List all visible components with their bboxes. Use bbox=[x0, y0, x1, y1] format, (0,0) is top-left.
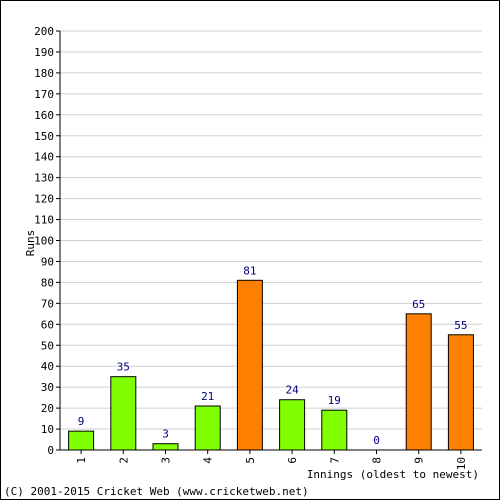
x-tick-label: 9 bbox=[413, 457, 426, 464]
data-label: 81 bbox=[243, 264, 256, 277]
data-label: 0 bbox=[373, 434, 380, 447]
bar bbox=[405, 313, 432, 451]
bar bbox=[194, 405, 221, 451]
data-label: 9 bbox=[78, 415, 85, 428]
y-tick-label: 130 bbox=[34, 172, 54, 185]
bar bbox=[447, 334, 474, 451]
y-tick-label: 150 bbox=[34, 130, 54, 143]
y-tick-label: 70 bbox=[41, 297, 54, 310]
y-tick-label: 190 bbox=[34, 46, 54, 59]
y-tick-label: 10 bbox=[41, 423, 54, 436]
axes bbox=[59, 31, 482, 451]
data-labels: 9 35 3 21 81 24 19 0 65 55 bbox=[78, 264, 468, 447]
x-tick-label: 6 bbox=[286, 457, 299, 464]
x-tick-label: 4 bbox=[202, 457, 215, 464]
grid-lines bbox=[60, 30, 482, 451]
y-tick-label: 90 bbox=[41, 255, 54, 268]
x-tick-label: 3 bbox=[160, 457, 173, 464]
bar bbox=[110, 376, 137, 451]
y-tick-label: 160 bbox=[34, 109, 54, 122]
bar bbox=[321, 409, 348, 451]
y-axis-label: Runs bbox=[24, 230, 37, 257]
bar bbox=[236, 279, 263, 451]
y-axis-ticks: 0 10 20 30 40 50 60 70 80 90 100 110 120 130 140 150 160… bbox=[34, 25, 60, 457]
y-tick-label: 140 bbox=[34, 151, 54, 164]
y-tick-label: 200 bbox=[34, 25, 54, 38]
y-tick-label: 40 bbox=[41, 360, 54, 373]
data-label: 35 bbox=[117, 361, 130, 374]
data-label: 3 bbox=[162, 428, 169, 441]
y-tick-label: 180 bbox=[34, 67, 54, 80]
x-axis-label: Innings (oldest to newest) bbox=[307, 468, 479, 481]
y-tick-label: 100 bbox=[34, 235, 54, 248]
x-axis-ticks: 1 2 3 4 5 6 7 8 9 10 bbox=[75, 450, 468, 470]
bar bbox=[152, 443, 179, 451]
x-tick-label: 8 bbox=[371, 457, 384, 464]
x-tick-label: 1 bbox=[75, 457, 88, 464]
data-label: 55 bbox=[454, 319, 467, 332]
x-tick-label: 7 bbox=[328, 457, 341, 464]
y-tick-label: 80 bbox=[41, 276, 54, 289]
y-tick-label: 170 bbox=[34, 88, 54, 101]
y-tick-label: 50 bbox=[41, 339, 54, 352]
bars bbox=[68, 279, 474, 451]
x-tick-label: 2 bbox=[117, 457, 130, 464]
copyright-text: (C) 2001-2015 Cricket Web (www.cricketwe… bbox=[4, 485, 309, 498]
bar bbox=[279, 399, 306, 451]
data-label: 65 bbox=[412, 298, 425, 311]
bar bbox=[68, 430, 95, 451]
y-tick-label: 60 bbox=[41, 318, 54, 331]
data-label: 21 bbox=[201, 390, 214, 403]
x-tick-label: 5 bbox=[244, 457, 257, 464]
y-tick-label: 110 bbox=[34, 214, 54, 227]
y-tick-label: 30 bbox=[41, 381, 54, 394]
y-tick-label: 0 bbox=[47, 444, 54, 457]
y-tick-label: 20 bbox=[41, 402, 54, 415]
x-tick-label: 10 bbox=[455, 457, 468, 470]
data-label: 24 bbox=[285, 384, 299, 397]
data-label: 19 bbox=[328, 394, 341, 407]
y-tick-label: 120 bbox=[34, 193, 54, 206]
